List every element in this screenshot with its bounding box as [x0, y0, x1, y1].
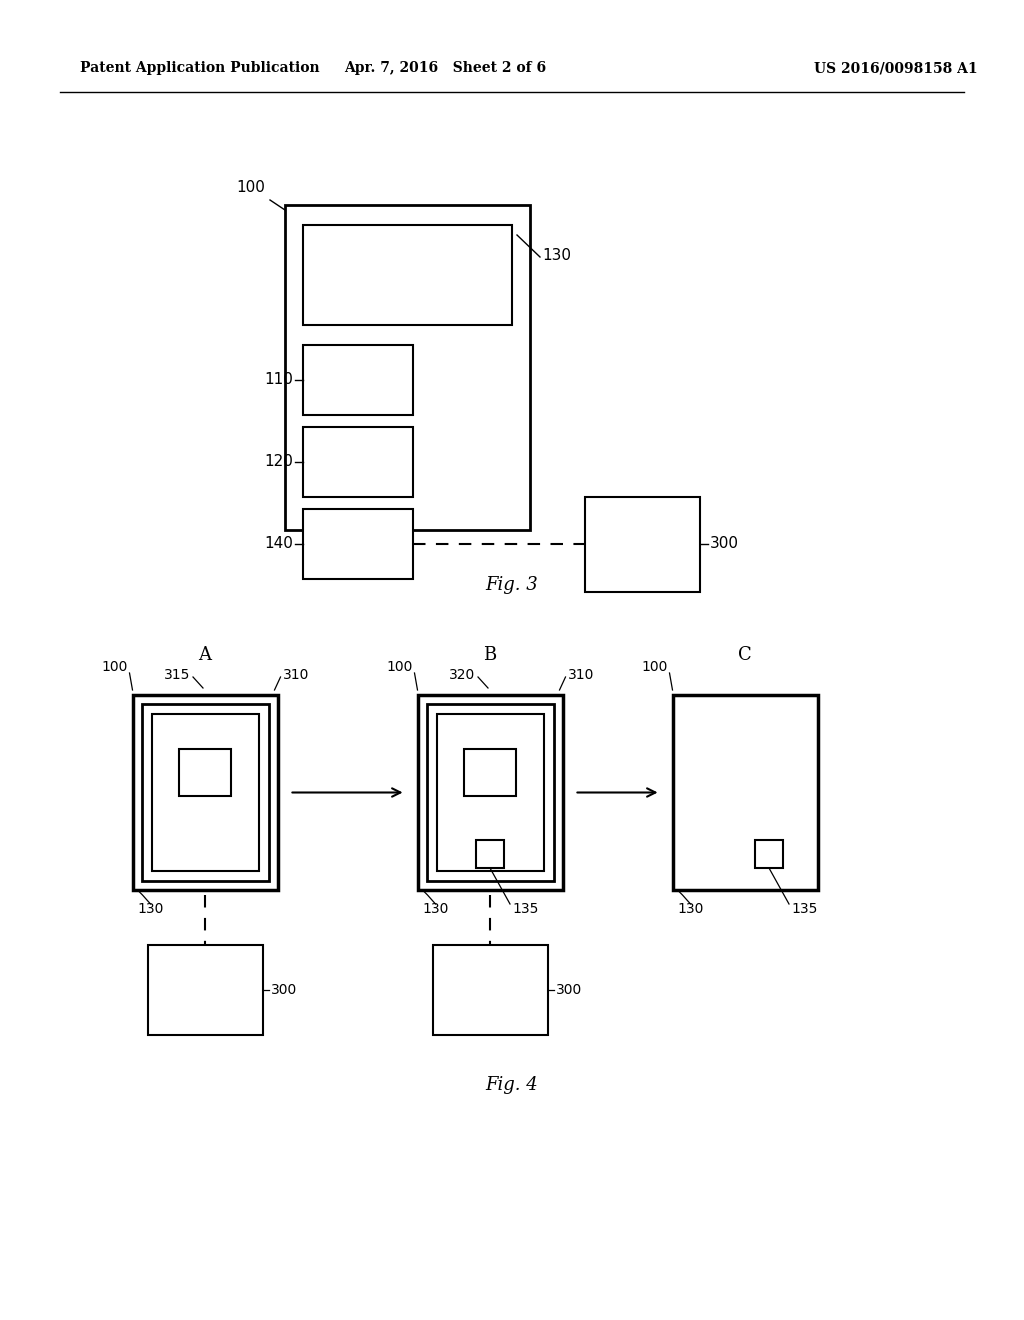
- Bar: [303, 345, 413, 414]
- Text: Patent Application Publication: Patent Application Publication: [80, 61, 319, 75]
- Bar: [152, 714, 258, 871]
- Text: 300: 300: [555, 983, 582, 997]
- Text: 310: 310: [567, 668, 594, 682]
- Text: 100: 100: [641, 660, 668, 675]
- Text: 130: 130: [542, 248, 571, 263]
- Bar: [147, 945, 262, 1035]
- Text: Fig. 3: Fig. 3: [485, 576, 539, 594]
- Text: A: A: [199, 645, 212, 664]
- Bar: [436, 714, 544, 871]
- Bar: [179, 748, 230, 796]
- Text: B: B: [483, 645, 497, 664]
- Bar: [303, 510, 413, 579]
- Text: 100: 100: [101, 660, 128, 675]
- Bar: [285, 205, 530, 531]
- Text: 135: 135: [512, 902, 539, 916]
- Text: C: C: [738, 645, 752, 664]
- Text: 300: 300: [710, 536, 739, 552]
- Bar: [418, 696, 562, 890]
- Bar: [755, 840, 783, 869]
- Text: 130: 130: [678, 902, 703, 916]
- Bar: [303, 426, 413, 498]
- Text: 300: 300: [270, 983, 297, 997]
- Bar: [476, 840, 504, 869]
- Text: 140: 140: [264, 536, 293, 552]
- Text: 320: 320: [449, 668, 475, 682]
- Text: 130: 130: [423, 902, 449, 916]
- Bar: [303, 224, 512, 325]
- Text: Fig. 4: Fig. 4: [485, 1076, 539, 1094]
- Text: 130: 130: [137, 902, 164, 916]
- Text: 120: 120: [264, 454, 293, 470]
- Bar: [141, 704, 268, 880]
- Text: 310: 310: [283, 668, 309, 682]
- Text: 100: 100: [237, 180, 265, 195]
- Bar: [432, 945, 548, 1035]
- Text: 100: 100: [386, 660, 413, 675]
- Bar: [464, 748, 516, 796]
- Bar: [132, 696, 278, 890]
- Text: 135: 135: [791, 902, 817, 916]
- Text: US 2016/0098158 A1: US 2016/0098158 A1: [814, 61, 978, 75]
- Text: Apr. 7, 2016   Sheet 2 of 6: Apr. 7, 2016 Sheet 2 of 6: [344, 61, 547, 75]
- Bar: [673, 696, 817, 890]
- Bar: [427, 704, 554, 880]
- Bar: [585, 496, 700, 591]
- Text: 110: 110: [264, 372, 293, 388]
- Text: 315: 315: [164, 668, 190, 682]
